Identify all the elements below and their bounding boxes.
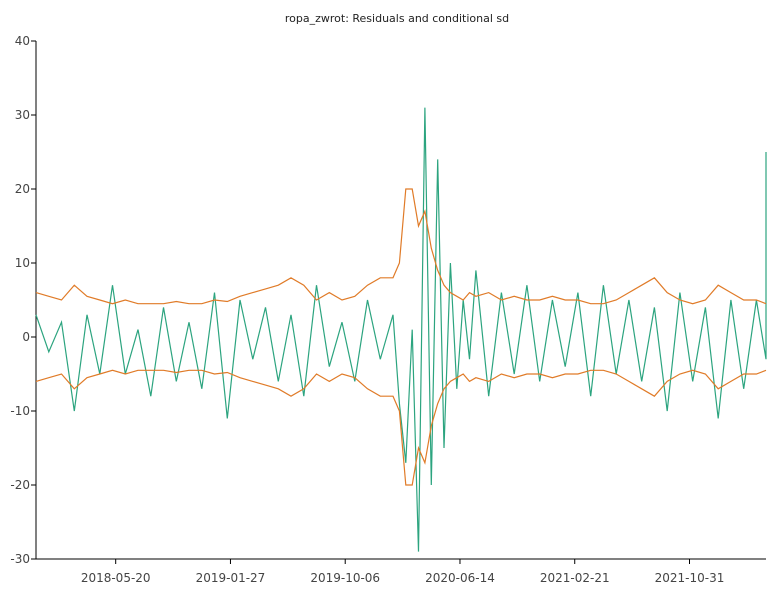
x-tick-label: 2018-05-20	[81, 571, 151, 585]
sd-upper-line	[35, 188, 767, 305]
y-tick-label: -30	[10, 552, 30, 566]
plot-area	[35, 107, 767, 552]
y-tick-label: 20	[15, 182, 30, 196]
sd-lower-line	[35, 369, 767, 486]
x-tick-label: 2020-06-14	[425, 571, 495, 585]
chart-title: ropa_zwrot: Residuals and conditional sd	[285, 12, 509, 25]
residual-series-line	[35, 107, 767, 552]
y-tick-label: 30	[15, 108, 30, 122]
y-tick-label: -10	[10, 404, 30, 418]
y-tick-label: 10	[15, 256, 30, 270]
x-tick-label: 2019-10-06	[310, 571, 380, 585]
x-tick-label: 2019-01-27	[196, 571, 266, 585]
axes: -30 -20 -10 0 10 20 30 40 2018-05-20 2019-01-27 20…	[10, 34, 766, 585]
y-tick-label: -20	[10, 478, 30, 492]
y-tick-label: 40	[15, 34, 30, 48]
x-tick-label: 2021-10-31	[655, 571, 725, 585]
y-tick-label: 0	[22, 330, 30, 344]
x-tick-label: 2021-02-21	[540, 571, 610, 585]
